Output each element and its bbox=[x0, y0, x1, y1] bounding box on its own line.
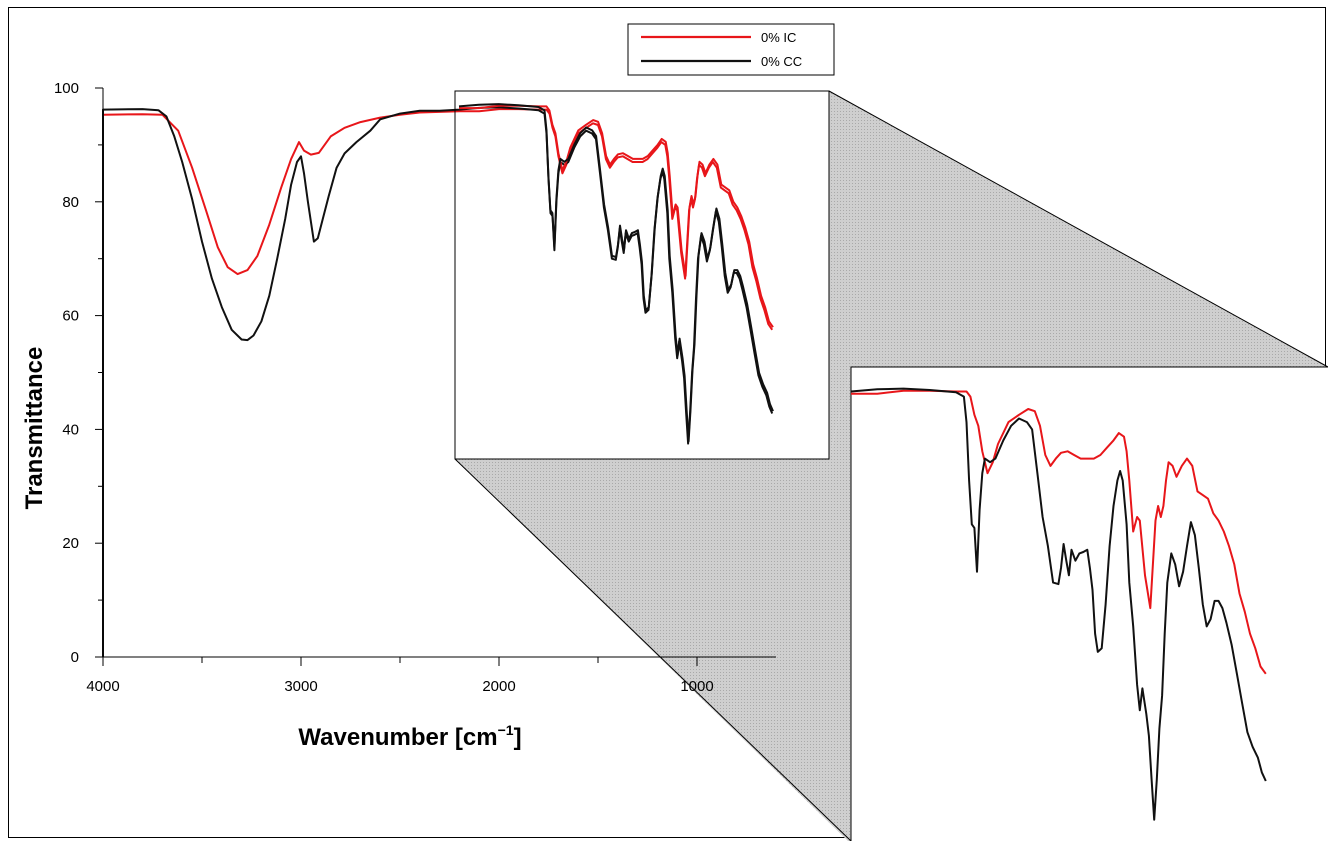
y-tick-label: 0 bbox=[71, 649, 79, 666]
series-line-ic bbox=[102, 108, 774, 331]
inset2-series-series-cc bbox=[850, 387, 1267, 821]
y-axis-ticks: 0 20 40 60 80 100 bbox=[54, 80, 103, 666]
y-tick-label: 20 bbox=[62, 535, 79, 552]
y-tick-label: 60 bbox=[62, 308, 79, 325]
x-axis-title-close: ] bbox=[514, 724, 522, 751]
zoom-inset-1 bbox=[454, 90, 830, 460]
zoom-inset-1-frame bbox=[454, 90, 830, 460]
legend-label-ic: 0% IC bbox=[761, 30, 796, 45]
x-tick-label: 2000 bbox=[482, 678, 515, 695]
x-tick-label: 3000 bbox=[284, 678, 317, 695]
legend-label-cc: 0% CC bbox=[761, 54, 802, 69]
zoom-inset-2-frame bbox=[850, 366, 1328, 841]
x-axis-title-main: Wavenumber [cm bbox=[298, 724, 497, 751]
inset1-series-series-cc bbox=[458, 103, 774, 443]
inset-1-series-group bbox=[458, 103, 774, 443]
y-tick-label: 40 bbox=[62, 421, 79, 438]
inset1-series-series-ic bbox=[459, 104, 774, 328]
zoom-callout-edge-top bbox=[828, 90, 1328, 368]
zoom-callout-edge-bottom bbox=[454, 458, 852, 841]
legend-box bbox=[627, 23, 835, 76]
x-axis-title-sup: −1 bbox=[498, 722, 514, 738]
inset-2-series-group bbox=[850, 387, 1267, 821]
x-axis-title: Wavenumber [cm−1] bbox=[298, 722, 521, 751]
legend: 0% IC 0% CC bbox=[627, 23, 835, 76]
y-axis-title: Transmittance bbox=[21, 347, 48, 510]
y-tick-label: 100 bbox=[54, 80, 79, 97]
x-tick-label: 1000 bbox=[680, 678, 713, 695]
zoom-inset-2 bbox=[850, 366, 1328, 841]
y-tick-label: 80 bbox=[62, 194, 79, 211]
x-tick-label: 4000 bbox=[86, 678, 119, 695]
x-axis-ticks: 4000 3000 2000 1000 bbox=[86, 657, 714, 695]
zoom-callout-lower bbox=[455, 367, 851, 841]
inset2-series-series-ic bbox=[851, 389, 1267, 675]
